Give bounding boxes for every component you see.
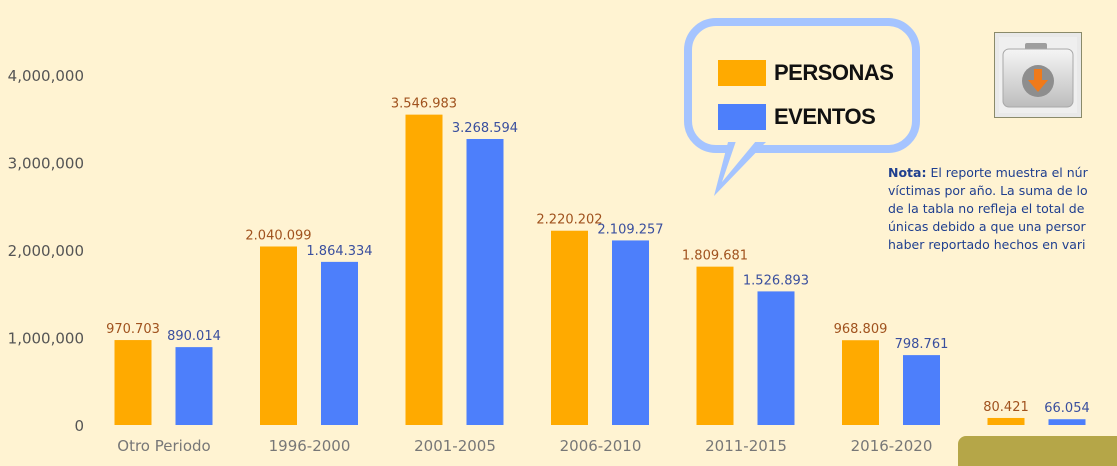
legend: PERSONAS EVENTOS [684, 18, 920, 153]
note-line-1-text: El reporte muestra el núr [926, 165, 1088, 180]
legend-item-eventos: EVENTOS [718, 104, 876, 130]
y-tick-label: 2,000,000 [8, 242, 84, 260]
data-label-personas: 970.703 [106, 322, 160, 337]
x-tick-label: 1996-2000 [269, 437, 351, 455]
y-tick-label: 3,000,000 [8, 155, 84, 173]
data-label-personas: 2.040.099 [245, 228, 311, 243]
note-line-3: de la tabla no refleja el total de [888, 201, 1085, 216]
bar-personas [551, 230, 588, 425]
data-label-eventos: 3.268.594 [452, 121, 518, 136]
bar-eventos [903, 355, 940, 425]
y-tick-label: 1,000,000 [8, 330, 84, 348]
data-label-eventos: 798.761 [895, 337, 949, 352]
bar-personas [405, 114, 443, 426]
note-text: Nota: El reporte muestra el núr víctimas… [888, 164, 1117, 254]
legend-swatch-eventos [718, 104, 766, 130]
data-label-personas: 1.809.681 [682, 249, 748, 264]
bar-eventos [321, 261, 358, 425]
x-tick-label: Otro Periodo [117, 437, 210, 455]
data-label-personas: 80.421 [983, 400, 1029, 415]
data-label-eventos: 1.526.893 [743, 273, 809, 288]
bar-personas [260, 246, 297, 425]
corner-tab[interactable] [958, 436, 1117, 466]
data-label-eventos: 890.014 [167, 329, 221, 344]
data-label-eventos: 66.054 [1044, 401, 1090, 416]
bar-eventos [612, 240, 649, 425]
data-label-eventos: 1.864.334 [306, 244, 372, 259]
bar-personas [114, 340, 152, 425]
x-tick-label: 2001-2005 [414, 437, 496, 455]
y-tick-label: 4,000,000 [8, 67, 84, 85]
bar-personas [696, 266, 734, 425]
legend-label-eventos: EVENTOS [774, 104, 876, 129]
note-line-1: Nota: El reporte muestra el núr [888, 164, 1117, 182]
bar-personas [987, 417, 1025, 425]
x-tick-label: 2011-2015 [705, 437, 787, 455]
data-label-personas: 3.546.983 [391, 97, 457, 112]
note-line-4: únicas debido a que una persor [888, 219, 1086, 234]
x-tick-label: 2006-2010 [560, 437, 642, 455]
legend-swatch-personas [718, 60, 766, 86]
x-tick-label: 2016-2020 [851, 437, 933, 455]
bar-eventos [175, 347, 213, 425]
bar-personas [842, 340, 879, 425]
download-folder-icon [999, 37, 1077, 113]
legend-item-personas: PERSONAS [718, 60, 894, 86]
bar-eventos [757, 291, 795, 425]
note-line-2: víctimas por año. La suma de lo [888, 183, 1088, 198]
data-label-eventos: 2.109.257 [597, 222, 663, 237]
y-tick-label: 0 [74, 417, 84, 435]
data-label-personas: 968.809 [834, 322, 888, 337]
legend-label-personas: PERSONAS [774, 60, 894, 85]
note-line-5: haber reportado hechos en vari [888, 237, 1086, 252]
data-label-personas: 2.220.202 [536, 213, 602, 228]
bar-eventos [466, 138, 504, 425]
download-button[interactable] [994, 32, 1082, 118]
bar-eventos [1048, 419, 1086, 425]
note-bold-label: Nota: [888, 165, 927, 180]
